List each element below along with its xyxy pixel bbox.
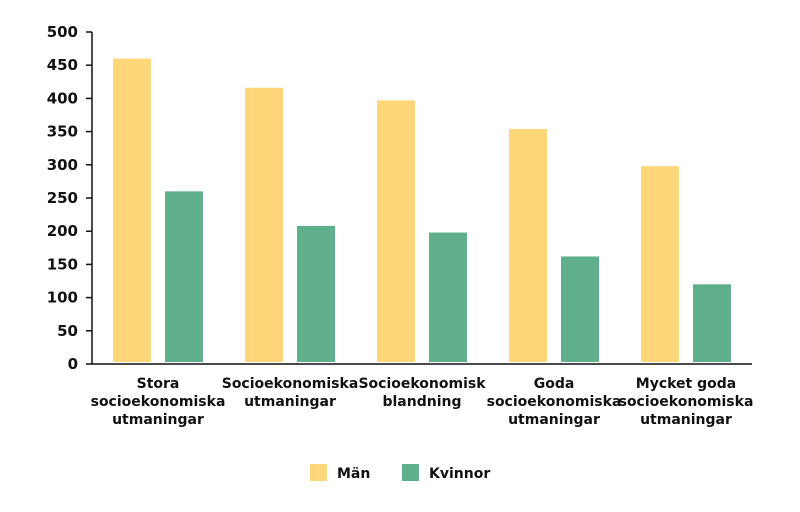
y-tick-label: 50 [57,322,78,340]
category-label-line: utmaningar [244,394,336,410]
bar-kvinnor [429,232,467,362]
category-label-line: Socioekonomisk [358,376,486,392]
y-tick-label: 350 [47,123,78,141]
category-label: Socioekonomiska utmaningar [222,376,359,410]
category-label-line: utmaningar [508,412,600,428]
bar-man [245,87,283,362]
legend-swatch [310,464,327,481]
bar-man [113,58,151,363]
category-label-line: Stora [137,376,180,392]
category-label-line: Mycket goda [636,376,736,392]
x-axis: Stora socioekonomiska utmaningarSocioekono… [91,363,754,428]
category-label-line: socioekonomiska [91,394,226,410]
bar-man [377,100,415,362]
category-label-line: utmaningar [640,412,732,428]
bar-man [509,128,547,362]
y-tick-label: 500 [47,23,78,41]
legend-swatch [402,464,419,481]
category-label-line: socioekonomiska [619,394,754,410]
category-label-line: blandning [382,394,461,410]
category-label-line: utmaningar [112,412,204,428]
y-tick-label: 300 [47,156,78,174]
bar-kvinnor [561,256,599,362]
y-tick-label: 400 [47,89,78,107]
bar-kvinnor [297,225,335,362]
y-axis: 0 50 100 150 200 250 300 350 400 450 500 [47,23,93,373]
y-tick-label: 150 [47,255,78,273]
category-label: Socioekonomisk blandning [358,376,486,410]
y-tick-label: 0 [68,355,78,373]
legend-label: Män [337,466,370,482]
category-label: Stora socioekonomiska utmaningar [91,376,226,428]
bar-man [641,166,679,362]
y-tick-label: 100 [47,289,78,307]
category-label: Goda socioekonomiska utmaningar [487,376,622,428]
legend-label: Kvinnor [429,466,490,482]
y-tick-label: 200 [47,222,78,240]
y-tick-label: 250 [47,189,78,207]
category-label-line: Goda [534,376,575,392]
bar-kvinnor [693,284,731,362]
category-label-line: socioekonomiska [487,394,622,410]
legend-item: Män [310,464,370,482]
legend-item: Kvinnor [402,464,490,482]
legend: Män Kvinnor [310,464,490,482]
category-label: Mycket goda socioekonomiska utmaningar [619,376,754,428]
y-tick-label: 450 [47,56,78,74]
bars [113,58,731,363]
category-label-line: Socioekonomiska [222,376,359,392]
bar-kvinnor [165,191,203,362]
